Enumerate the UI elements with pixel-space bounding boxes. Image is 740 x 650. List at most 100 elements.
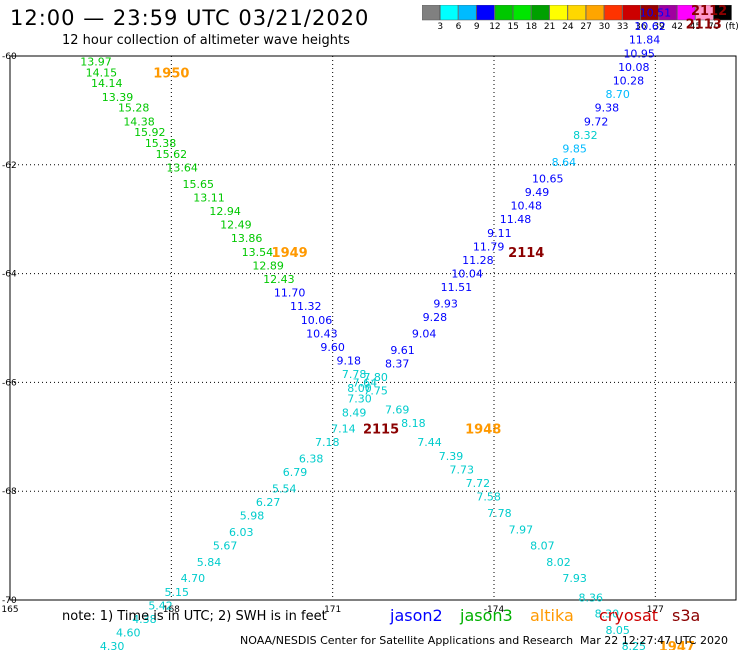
data-point-label: 5.67	[213, 540, 238, 553]
data-point-label: 12.49	[220, 219, 252, 232]
pass-number-label: 1948	[465, 423, 501, 438]
scale-label: 39	[653, 22, 665, 32]
pass-number-label: 1949	[272, 246, 308, 261]
color-scale-bar	[422, 5, 732, 21]
scale-label: 33	[616, 22, 629, 32]
generated-timestamp: Mar 22 12:27:47 UTC 2020	[580, 634, 728, 647]
scale-swatch-13	[658, 5, 678, 21]
scale-swatch-9	[585, 5, 605, 21]
scale-swatch-14	[677, 5, 696, 21]
data-point-label: 15.62	[156, 148, 188, 161]
scale-label: 9	[473, 22, 480, 32]
data-point-label: 14.15	[86, 66, 118, 79]
color-scale-labels: 3 6 9 12 15 18 21 24 27 30 33 36 39 42 45 70 (ft)	[422, 22, 738, 36]
data-point-label: 13.54	[242, 246, 274, 259]
data-point-label: 14.14	[91, 77, 123, 90]
legend-altika: altika	[530, 606, 574, 625]
data-point-label: 7.69	[385, 404, 410, 417]
scale-swatch-3	[476, 5, 495, 21]
x-tick-label: 177	[647, 605, 664, 615]
scale-label: 18	[525, 22, 538, 32]
data-point-label: 13.86	[231, 232, 263, 245]
data-point-label: 10.48	[511, 200, 543, 213]
data-point-label: 8.07	[530, 540, 555, 553]
data-point-label: 8.49	[342, 406, 367, 419]
y-tick-label: -62	[2, 161, 17, 171]
data-point-label: 6.27	[256, 496, 281, 509]
data-point-label: 7.80	[363, 371, 388, 384]
scale-swatch-6	[531, 5, 550, 21]
data-point-label: 10.43	[306, 327, 338, 340]
data-point-label: 7.58	[476, 491, 501, 504]
x-tick-label: 171	[324, 605, 341, 615]
scale-label: 42	[671, 22, 684, 32]
legend-jason2: jason2	[390, 606, 443, 625]
scale-label: 30	[598, 22, 611, 32]
data-point-label: 7.18	[315, 436, 340, 449]
data-point-label: 7.93	[562, 572, 587, 585]
data-point-label: 11.84	[629, 34, 661, 47]
data-point-label: 8.00	[347, 382, 372, 395]
scale-label: 36	[635, 22, 647, 32]
data-point-label: 6.79	[283, 466, 308, 479]
chart-subtitle: 12 hour collection of altimeter wave hei…	[62, 33, 350, 48]
scale-label: 6	[455, 22, 462, 32]
data-point-label: 5.54	[272, 482, 297, 495]
data-point-label: 11.51	[441, 281, 473, 294]
data-point-label: 4.30	[100, 640, 125, 650]
data-point-label: 10.65	[532, 172, 564, 185]
scale-swatch-7	[549, 5, 568, 21]
data-point-label: 10.04	[451, 268, 483, 281]
data-point-label: 7.97	[509, 523, 534, 536]
scale-label: 15	[507, 22, 519, 32]
x-tick-label: 165	[1, 605, 18, 615]
data-point-label: 4.38	[132, 613, 157, 626]
scale-label: 3	[437, 22, 444, 32]
data-point-label: 7.73	[449, 463, 474, 476]
data-point-label: 7.78	[487, 507, 512, 520]
data-point-label: 5.42	[148, 599, 173, 612]
data-point-label: 5.98	[240, 510, 265, 523]
data-point-label: 12.43	[263, 273, 295, 286]
data-point-label: 7.30	[347, 393, 372, 406]
plot-frame	[9, 55, 737, 601]
scale-swatch-10	[604, 5, 623, 21]
scale-swatch-1	[439, 5, 459, 21]
data-point-label: 11.28	[462, 254, 494, 267]
data-point-label: 8.25	[622, 640, 647, 650]
data-point-label: 8.70	[605, 88, 630, 101]
data-point-label: 15.92	[134, 126, 166, 139]
data-point-label: 9.60	[320, 341, 345, 354]
data-point-label: 9.38	[595, 102, 620, 115]
data-point-label: 13.11	[193, 191, 225, 204]
data-point-label: 6.38	[299, 453, 324, 466]
data-point-label: 9.11	[487, 227, 512, 240]
data-point-label: 14.38	[123, 115, 155, 128]
legend-cryosat: cryosat	[599, 606, 659, 625]
data-point-label: 12.94	[209, 205, 241, 218]
credit-line: NOAA/NESDIS Center for Satellite Applica…	[240, 634, 574, 647]
chart-title: 12:00 — 23:59 UTC 03/21/2020	[10, 6, 370, 30]
y-tick-label: -64	[2, 270, 17, 280]
data-point-label: 7.14	[331, 423, 356, 436]
data-point-label: 6.03	[229, 526, 254, 539]
scale-swatch-16	[713, 5, 732, 21]
scale-label: 45	[689, 22, 702, 32]
pass-number-label: 1950	[153, 66, 189, 81]
x-tick-label: 168	[163, 605, 180, 615]
data-point-label: 13.97	[80, 55, 112, 68]
data-point-label: 9.72	[584, 115, 609, 128]
data-point-label: 8.36	[579, 591, 604, 604]
y-tick-label: -66	[2, 378, 17, 388]
scale-label: 12	[489, 22, 501, 32]
data-point-label: 9.93	[433, 298, 458, 311]
data-point-label: 9.85	[562, 142, 587, 155]
data-point-label: 8.37	[385, 357, 410, 370]
data-point-label: 11.79	[473, 240, 505, 253]
scale-swatch-15	[695, 5, 714, 21]
scale-label: 21	[543, 22, 556, 32]
x-tick-label: -174	[484, 605, 505, 615]
y-tick-label: -68	[2, 487, 17, 497]
scale-swatch-11	[622, 5, 641, 21]
